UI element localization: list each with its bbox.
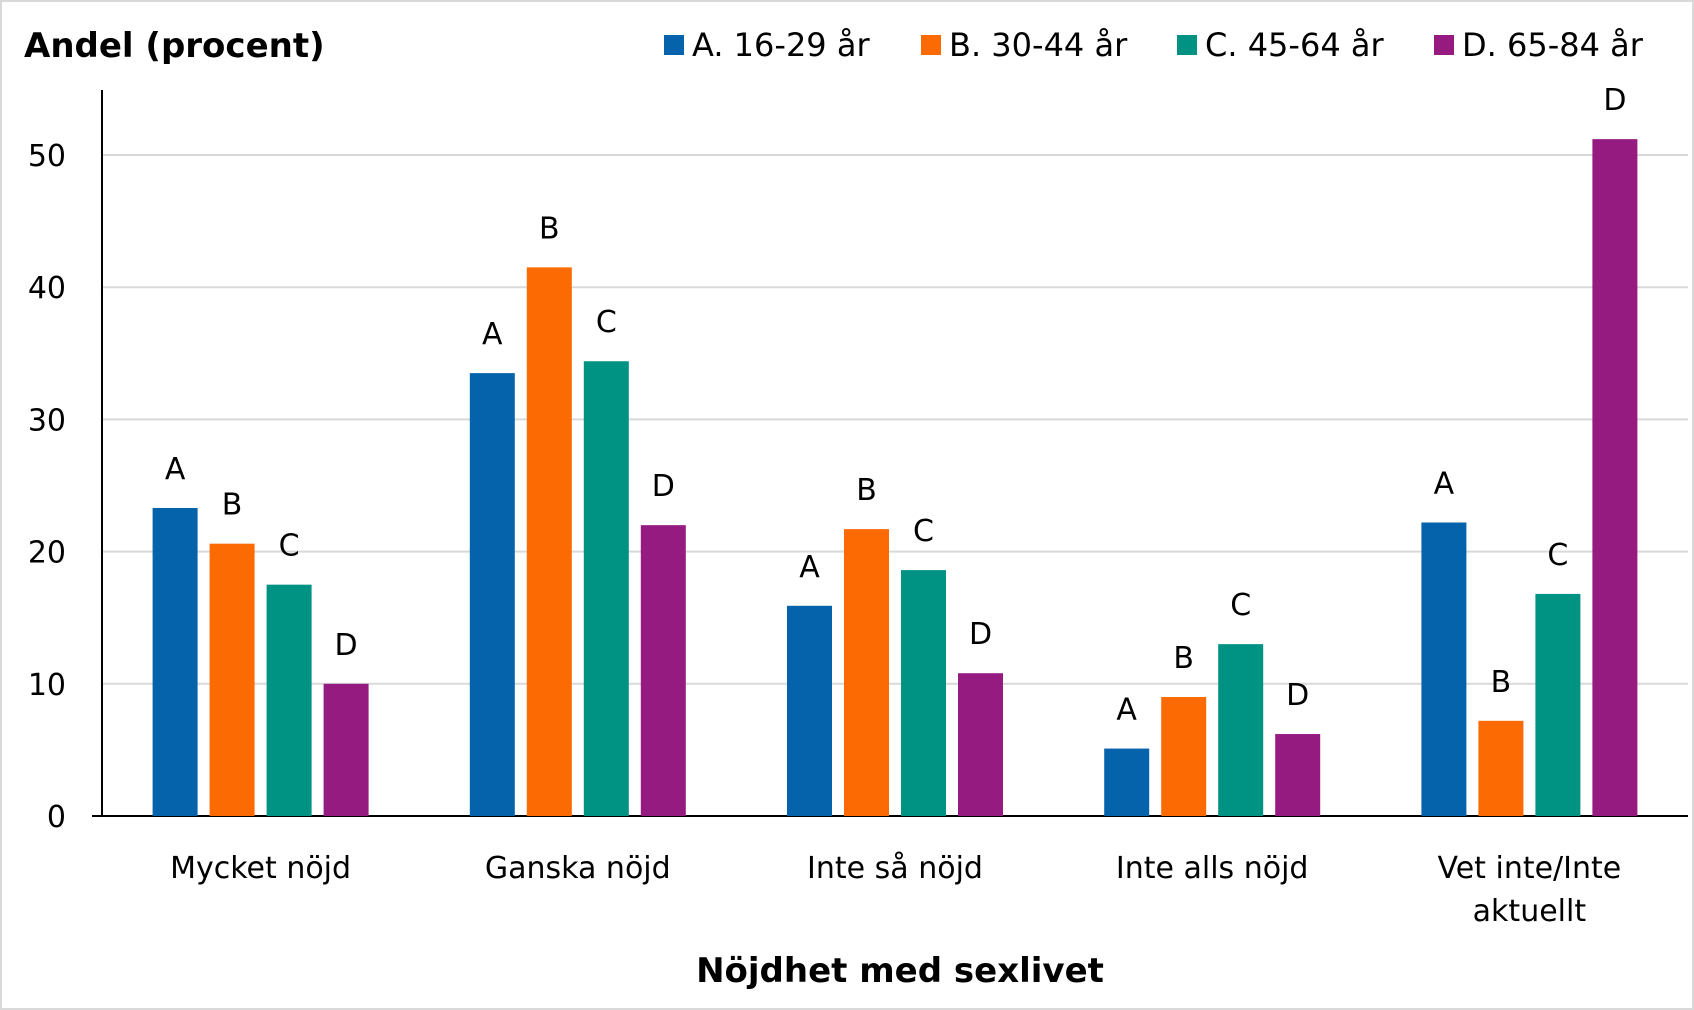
bar-label: B xyxy=(856,473,877,508)
bar xyxy=(1104,748,1150,816)
legend-label: C. 45-64 år xyxy=(1205,26,1384,64)
bar-label: B xyxy=(1173,641,1194,676)
bar xyxy=(469,373,515,816)
bar-label: D xyxy=(1603,83,1626,118)
legend: A. 16-29 år B. 30-44 år C. 45-64 år D. 65-8… xyxy=(664,26,1644,64)
legend-label: A. 16-29 år xyxy=(692,26,870,64)
bar-label: A xyxy=(165,452,186,487)
x-tick-label: Inte alls nöjd xyxy=(1116,851,1309,886)
x-tick-label: Mycket nöjd xyxy=(170,851,351,886)
bar xyxy=(958,673,1003,816)
bar-label: D xyxy=(335,628,358,663)
bar xyxy=(152,507,198,816)
bar xyxy=(266,584,312,816)
bar xyxy=(901,570,946,816)
x-tick-label: Vet inte/Inte aktuellt xyxy=(1438,851,1622,929)
bar-label: A xyxy=(1434,467,1455,502)
bar xyxy=(1478,720,1524,816)
y-tick-label: 40 xyxy=(28,271,66,306)
bar xyxy=(640,525,686,816)
bar-label: B xyxy=(222,488,243,523)
bar-label: A xyxy=(799,550,820,585)
x-axis-title: Nöjdhet med sexlivet xyxy=(696,951,1104,991)
legend-swatch xyxy=(664,35,684,55)
bar-label: A xyxy=(482,317,503,352)
y-tick-label: 10 xyxy=(28,668,66,703)
x-tick-label-line: Inte så nöjd xyxy=(807,851,983,886)
bar-label: C xyxy=(1230,588,1251,623)
bar-labels: A B C D A B C D A B C D A B C D A B C D xyxy=(165,83,1627,727)
legend-label: B. 30-44 år xyxy=(949,26,1128,64)
bar xyxy=(787,605,832,816)
legend-swatch xyxy=(1434,35,1454,55)
bar xyxy=(1535,593,1581,816)
bar-label: C xyxy=(279,529,300,564)
bar-label: C xyxy=(913,514,934,549)
bar xyxy=(1592,139,1638,817)
legend-label: D. 65-84 år xyxy=(1462,26,1644,64)
bar xyxy=(209,543,255,816)
bar-label: B xyxy=(539,211,560,246)
bar xyxy=(526,267,572,816)
x-tick-label-line: Inte alls nöjd xyxy=(1116,851,1309,886)
legend-swatch xyxy=(1177,35,1197,55)
bar xyxy=(1421,522,1467,816)
bar xyxy=(1161,697,1207,816)
x-tick-label-line: aktuellt xyxy=(1473,894,1587,929)
x-tick-label-line: Mycket nöjd xyxy=(170,851,351,886)
y-axis-title: Andel (procent) xyxy=(24,26,325,66)
bar-label: B xyxy=(1491,665,1512,700)
x-tick-label: Ganska nöjd xyxy=(485,851,671,886)
legend-swatch xyxy=(921,35,941,55)
bar-label: C xyxy=(1547,538,1568,573)
bar-label: D xyxy=(1286,678,1309,713)
tick-labels: 0 10 20 30 40 50 Mycket nöjd Ganska nöjd Inte så… xyxy=(28,139,1621,929)
x-tick-label-line: Vet inte/Inte xyxy=(1438,851,1622,886)
bar-label: A xyxy=(1116,693,1137,728)
y-tick-label: 30 xyxy=(28,403,66,438)
bar xyxy=(844,529,889,816)
bar-label: D xyxy=(969,617,992,652)
bar xyxy=(323,683,369,816)
bars xyxy=(152,139,1638,817)
bar-label: C xyxy=(596,305,617,340)
x-tick-label: Inte så nöjd xyxy=(807,851,983,886)
y-tick-label: 50 xyxy=(28,139,66,174)
bar xyxy=(1275,734,1321,816)
bar-label: D xyxy=(652,469,675,504)
bar xyxy=(1218,644,1264,816)
y-tick-label: 0 xyxy=(47,800,66,835)
bar xyxy=(583,361,629,816)
y-tick-label: 20 xyxy=(28,536,66,571)
x-tick-label-line: Ganska nöjd xyxy=(485,851,671,886)
